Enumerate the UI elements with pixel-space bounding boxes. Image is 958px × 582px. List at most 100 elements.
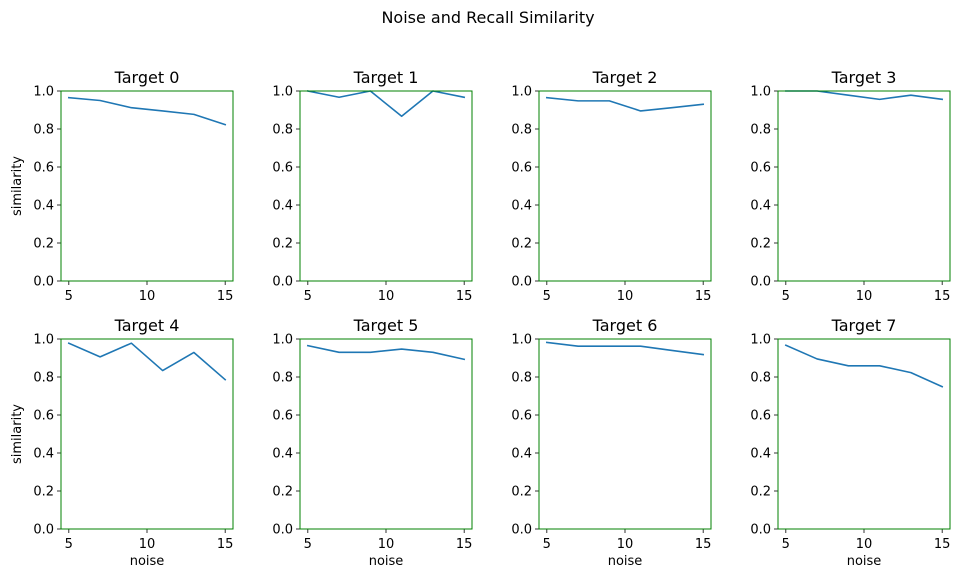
y-tick-label: 0.4 (33, 199, 54, 214)
x-tick-label: 5 (304, 289, 312, 304)
series-line (306, 90, 466, 118)
y-tick-label: 0.2 (33, 485, 54, 500)
subplot-title: Target 5 (353, 316, 419, 335)
y-tick-label: 0.0 (272, 523, 293, 538)
y-tick-label: 0.0 (750, 275, 771, 290)
y-tick-label: 0.4 (750, 447, 771, 462)
subplot-target-1: Target 1 0.0 0.2 0.4 0.6 0.8 1.0 5 10 15 (272, 68, 473, 304)
y-tick-label: 0.6 (750, 161, 771, 176)
subplot-target-0: Target 0 0.0 0.2 0.4 0.6 0.8 1.0 5 10 15 similarit… (10, 68, 234, 304)
x-axis-label: noise (369, 554, 404, 569)
subplot-title: Target 6 (592, 316, 658, 335)
y-tick-label: 0.2 (511, 237, 532, 252)
y-tick-label: 0.4 (33, 447, 54, 462)
series-line (784, 344, 944, 388)
y-tick-label: 0.8 (33, 371, 54, 386)
y-tick-label: 0.6 (33, 409, 54, 424)
x-tick-label: 10 (856, 537, 873, 552)
y-tick-label: 0.0 (511, 523, 532, 538)
y-tick-label: 0.0 (33, 523, 54, 538)
x-tick-label: 10 (378, 537, 395, 552)
subplot-target-4: Target 4 0.0 0.2 0.4 0.6 0.8 1.0 5 10 15 similarit… (10, 316, 234, 569)
y-tick-label: 0.8 (272, 371, 293, 386)
subplot-title: Target 0 (114, 68, 180, 87)
y-tick-label: 0.2 (272, 485, 293, 500)
series-line (67, 96, 227, 126)
y-tick-label: 0.6 (511, 409, 532, 424)
y-tick-label: 0.0 (750, 523, 771, 538)
y-tick-label: 0.0 (511, 275, 532, 290)
subplot-title: Target 4 (114, 316, 180, 335)
y-tick-label: 0.2 (511, 485, 532, 500)
y-tick-label: 0.4 (511, 199, 532, 214)
x-tick-label: 15 (217, 537, 234, 552)
x-axis-label: noise (847, 554, 882, 569)
axes-frame (299, 90, 473, 282)
x-tick-label: 10 (617, 289, 634, 304)
y-tick-label: 1.0 (511, 85, 532, 100)
subplot-title: Target 1 (353, 68, 419, 87)
y-tick-label: 0.8 (511, 123, 532, 138)
y-tick-label: 1.0 (272, 333, 293, 348)
axes-frame (538, 90, 712, 282)
subplot-target-2: Target 2 0.0 0.2 0.4 0.6 0.8 1.0 5 10 15 (511, 68, 712, 304)
y-tick-label: 1.0 (272, 85, 293, 100)
y-tick-label: 0.8 (750, 371, 771, 386)
x-tick-label: 15 (456, 289, 473, 304)
y-tick-label: 0.2 (33, 237, 54, 252)
subplot-title: Target 2 (592, 68, 658, 87)
y-tick-label: 0.2 (272, 237, 293, 252)
y-tick-label: 0.4 (511, 447, 532, 462)
series-line (545, 341, 705, 356)
x-tick-label: 15 (456, 537, 473, 552)
y-tick-label: 0.0 (33, 275, 54, 290)
x-axis-label: noise (130, 554, 165, 569)
y-tick-label: 0.8 (511, 371, 532, 386)
subplot-target-6: Target 6 0.0 0.2 0.4 0.6 0.8 1.0 5 10 15 noise (511, 316, 712, 569)
axes-frame (60, 338, 234, 530)
axes-frame (538, 338, 712, 530)
x-tick-label: 15 (695, 537, 712, 552)
x-axis-label: noise (608, 554, 643, 569)
x-tick-label: 15 (695, 289, 712, 304)
x-tick-label: 15 (934, 537, 951, 552)
y-tick-label: 0.8 (272, 123, 293, 138)
y-tick-label: 0.6 (272, 161, 293, 176)
subplot-grid: Target 0 0.0 0.2 0.4 0.6 0.8 1.0 5 10 15 similarit… (10, 68, 951, 569)
y-tick-label: 1.0 (33, 333, 54, 348)
x-tick-label: 5 (65, 289, 73, 304)
x-tick-label: 5 (65, 537, 73, 552)
x-tick-label: 15 (217, 289, 234, 304)
y-axis-label: similarity (10, 404, 25, 464)
y-tick-label: 1.0 (33, 85, 54, 100)
series-line (67, 342, 227, 381)
x-tick-label: 5 (543, 537, 551, 552)
y-axis-label: similarity (10, 156, 25, 216)
subplot-title: Target 7 (831, 316, 897, 335)
x-tick-label: 10 (617, 537, 634, 552)
series-line (545, 96, 705, 112)
y-tick-label: 0.2 (750, 485, 771, 500)
x-tick-label: 15 (934, 289, 951, 304)
y-tick-label: 0.0 (272, 275, 293, 290)
y-tick-label: 0.6 (33, 161, 54, 176)
y-tick-label: 1.0 (511, 333, 532, 348)
x-tick-label: 5 (304, 537, 312, 552)
figure-title: Noise and Recall Similarity (381, 8, 594, 27)
y-tick-label: 1.0 (750, 333, 771, 348)
y-tick-label: 0.4 (272, 199, 293, 214)
subplot-title: Target 3 (831, 68, 897, 87)
y-tick-label: 0.6 (511, 161, 532, 176)
y-tick-label: 0.8 (750, 123, 771, 138)
axes-frame (777, 90, 951, 282)
axes-frame (60, 90, 234, 282)
subplot-target-3: Target 3 0.0 0.2 0.4 0.6 0.8 1.0 5 10 15 (750, 68, 951, 304)
subplot-target-5: Target 5 0.0 0.2 0.4 0.6 0.8 1.0 5 10 15 noise (272, 316, 473, 569)
y-tick-label: 1.0 (750, 85, 771, 100)
x-tick-label: 10 (856, 289, 873, 304)
x-tick-label: 5 (782, 537, 790, 552)
y-tick-label: 0.8 (33, 123, 54, 138)
y-tick-label: 0.2 (750, 237, 771, 252)
